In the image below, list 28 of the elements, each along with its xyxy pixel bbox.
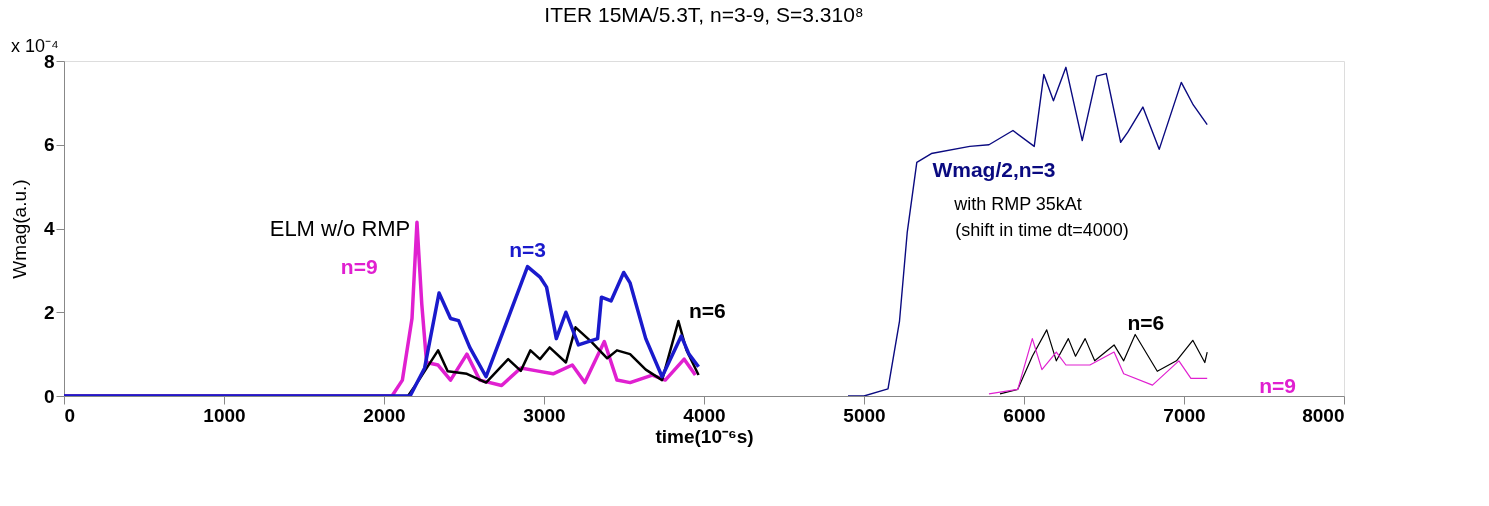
y-tick-label: 6 [43, 134, 55, 156]
x-tick-label: 0 [64, 404, 76, 426]
annotation: ELM w/o RMP [269, 215, 411, 241]
x-tick-label: 8000 [1302, 404, 1345, 426]
line-series [847, 66, 1208, 396]
y-axis-title: Wmag(a.u.) [8, 179, 30, 279]
chart-title: ITER 15MA/5.3T, n=3-9, S=3.310⁸ [544, 3, 864, 26]
x-tick-label: 1000 [203, 404, 246, 426]
x-axis-title: time(10⁻⁶s) [655, 425, 754, 447]
annotation: (shift in time dt=4000) [955, 220, 1129, 241]
x-tick-label: 6000 [1003, 404, 1046, 426]
annotation: with RMP 35kAt [953, 193, 1082, 214]
y-tick-label: 0 [43, 385, 55, 407]
line-series [988, 338, 1208, 395]
series-label: n=9 [340, 255, 378, 279]
line-series [999, 329, 1208, 395]
x-tick-label: 3000 [523, 404, 566, 426]
series-label: Wmag/2,n=3 [932, 158, 1056, 182]
x-tick-label: 2000 [363, 404, 406, 426]
series-label: n=6 [688, 299, 726, 323]
y-tick-label: 2 [43, 301, 55, 323]
x-tick-label: 7000 [1163, 404, 1206, 426]
text: n=9 [1259, 374, 1297, 398]
x-tick-label: 4000 [683, 404, 726, 426]
series-label: n=6 [1127, 310, 1165, 334]
x-tick-label: 5000 [843, 404, 886, 426]
y-tick-label: 4 [43, 218, 55, 239]
series-label: n=3 [509, 237, 546, 261]
